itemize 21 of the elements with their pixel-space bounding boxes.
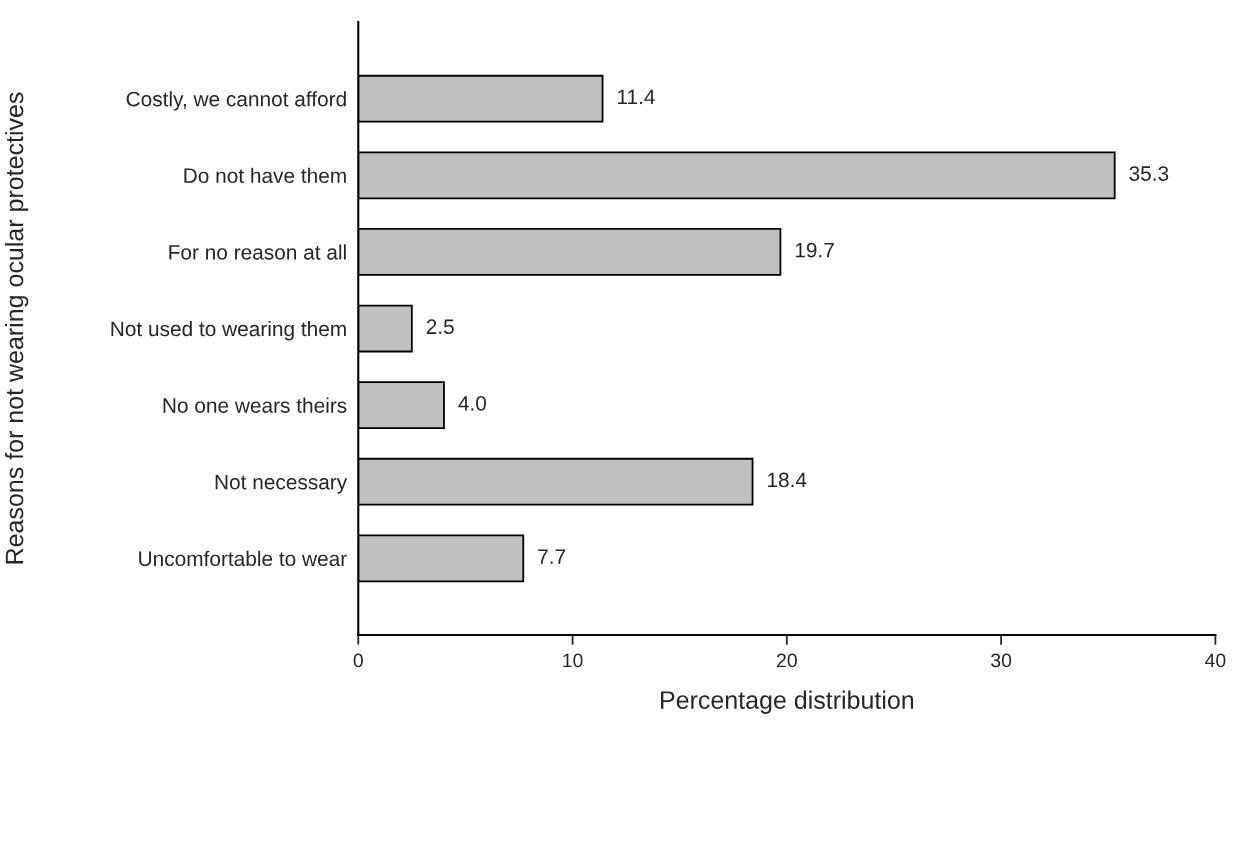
y-tick-label: For no reason at all	[169, 244, 346, 260]
data-label: 2.5	[426, 319, 454, 335]
y-tick-label: Not used to wearing them	[111, 320, 346, 341]
y-tick-label: Costly, we cannot afford	[126, 91, 346, 111]
y-tick-label: Do not have them	[184, 167, 346, 184]
x-tick-label: 10	[563, 653, 583, 668]
x-tick-label: 40	[1205, 653, 1226, 668]
data-label: 18.4	[768, 472, 807, 488]
data-label: 35.3	[1129, 166, 1169, 181]
y-axis-title: Reasons for not wearing ocular protectives	[4, 92, 29, 564]
data-label: 11.4	[618, 89, 655, 105]
x-tick-label: 20	[777, 653, 797, 668]
data-label: 19.7	[795, 242, 834, 258]
x-axis-title: Percentage distribution	[661, 690, 914, 714]
data-label: 7.7	[538, 549, 566, 564]
data-label: 4.0	[458, 395, 487, 411]
x-tick-label: 0	[353, 653, 363, 668]
y-tick-label: Uncomfortable to wear	[139, 550, 347, 567]
y-tick-label: No one wears theirs	[163, 397, 347, 413]
y-tick-label: Not necessary	[215, 474, 348, 494]
x-tick-label: 30	[991, 653, 1012, 668]
